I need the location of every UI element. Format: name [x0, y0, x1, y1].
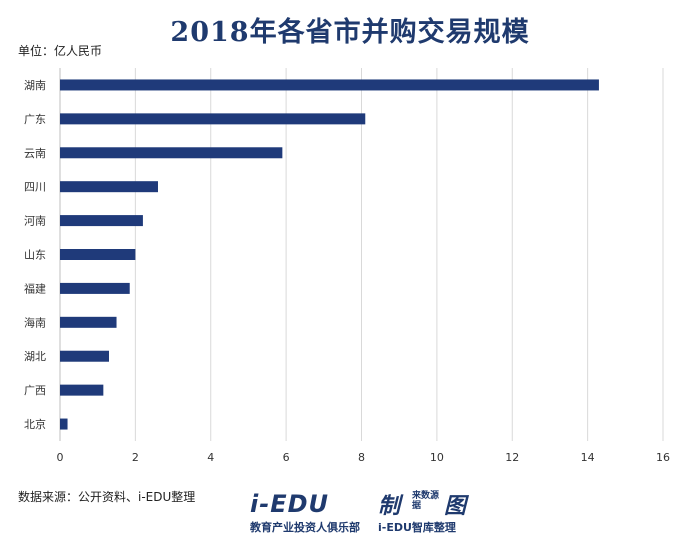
brand-logo: i-EDU 制 来数源据 图 教育产业投资人俱乐部 i-EDU智库整理: [250, 490, 490, 536]
category-label: 广西: [24, 384, 46, 397]
category-label: 湖南: [24, 79, 46, 92]
bar: [60, 316, 117, 328]
x-tick-label: 10: [430, 451, 444, 464]
logo-wordmark: i-EDU: [250, 490, 329, 518]
bar: [60, 79, 599, 91]
x-tick-label: 2: [132, 451, 139, 464]
bar: [60, 418, 68, 430]
x-tick-label: 0: [57, 451, 64, 464]
bar: [60, 384, 104, 396]
category-label: 河南: [24, 215, 46, 228]
bar: [60, 181, 158, 193]
logo-chart-char: 图: [444, 494, 467, 519]
bar: [60, 147, 283, 159]
bar: [60, 113, 366, 125]
chart-title: 2018年各省市并购交易规模: [170, 17, 530, 48]
category-label: 云南: [24, 147, 46, 160]
bar: [60, 282, 130, 294]
logo-source-text: 来数源据: [412, 491, 440, 511]
logo-subtitle-2: i-EDU智库整理: [378, 521, 456, 534]
unit-label: 单位：亿人民币: [18, 44, 103, 58]
x-tick-label: 14: [581, 451, 595, 464]
category-label: 北京: [24, 417, 46, 431]
x-tick-label: 6: [283, 451, 290, 464]
logo-subtitle: 教育产业投资人俱乐部: [250, 521, 360, 534]
x-tick-label: 8: [358, 451, 365, 464]
x-tick-label: 16: [656, 451, 670, 464]
bar: [60, 249, 136, 260]
bar: [60, 350, 109, 362]
x-tick-label: 4: [207, 451, 214, 464]
category-label: 广东: [24, 113, 46, 126]
category-label: 海南: [24, 315, 46, 329]
category-label: 福建: [24, 281, 46, 295]
category-label: 湖北: [24, 350, 46, 363]
source-note: 数据来源：公开资料、i-EDU整理: [18, 490, 196, 504]
category-label: 山东: [24, 249, 46, 262]
x-tick-label: 12: [505, 451, 519, 464]
bar: [60, 215, 143, 227]
logo-made-char: 制: [378, 494, 401, 519]
category-label: 四川: [24, 181, 46, 194]
